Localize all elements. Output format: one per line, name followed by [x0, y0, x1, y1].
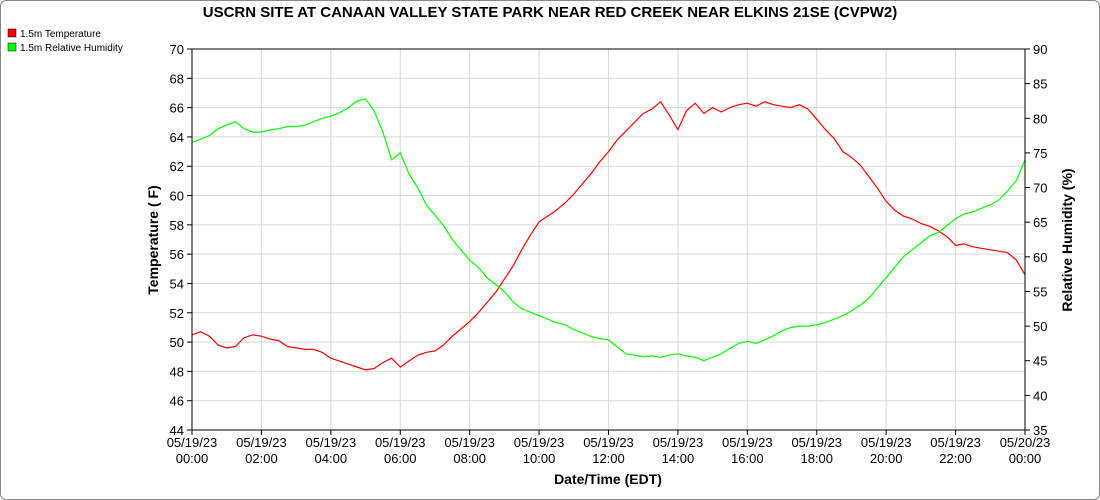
x-tick-date: 05/19/23: [583, 435, 634, 450]
x-tick-time: 08:00: [453, 451, 486, 466]
x-tick-date: 05/19/23: [375, 435, 426, 450]
right-tick-label: 40: [1033, 388, 1047, 403]
left-tick-label: 50: [170, 335, 184, 350]
left-tick-label: 58: [170, 218, 184, 233]
left-tick-label: 44: [170, 423, 184, 438]
left-tick-label: 48: [170, 364, 184, 379]
right-tick-label: 65: [1033, 215, 1047, 230]
x-tick-time: 00:00: [176, 451, 209, 466]
x-tick-date: 05/20/23: [1000, 435, 1051, 450]
series-line-humidity: [191, 98, 1026, 362]
right-tick-label: 45: [1033, 354, 1047, 369]
x-tick-time: 04:00: [315, 451, 348, 466]
x-tick-date: 05/19/23: [791, 435, 842, 450]
series-line-temperature: [191, 101, 1026, 371]
x-tick-time: 20:00: [870, 451, 903, 466]
left-tick-label: 60: [170, 189, 184, 204]
x-axis: 05/19/2300:0005/19/2302:0005/19/2304:000…: [167, 430, 1051, 466]
chart-title: USCRN SITE AT CANAAN VALLEY STATE PARK N…: [203, 4, 898, 21]
right-tick-label: 80: [1033, 111, 1047, 126]
x-tick-time: 00:00: [1009, 451, 1042, 466]
x-tick-time: 18:00: [800, 451, 833, 466]
left-tick-label: 52: [170, 306, 184, 321]
x-tick-date: 05/19/23: [444, 435, 495, 450]
series-layer: [191, 98, 1026, 371]
x-tick-date: 05/19/23: [930, 435, 981, 450]
legend-swatch-temperature: [7, 28, 17, 38]
legend-label-temperature: 1.5m Temperature: [20, 29, 101, 40]
left-tick-label: 70: [170, 42, 184, 57]
x-tick-time: 12:00: [592, 451, 625, 466]
x-tick-time: 14:00: [662, 451, 695, 466]
legend: 1.5m Temperature 1.5m Relative Humidity: [7, 28, 123, 54]
right-tick-label: 60: [1033, 250, 1047, 265]
right-axis: 35 40 45 50 55 60 65 70 75 80 85 90: [1025, 42, 1047, 438]
left-tick-label: 64: [170, 130, 184, 145]
x-tick-time: 22:00: [939, 451, 972, 466]
x-tick-date: 05/19/23: [236, 435, 287, 450]
right-tick-label: 85: [1033, 77, 1047, 92]
x-axis-label: Date/Time (EDT): [554, 471, 662, 487]
x-tick-time: 02:00: [245, 451, 278, 466]
right-tick-label: 75: [1033, 146, 1047, 161]
grid: [191, 48, 1026, 431]
x-tick-date: 05/19/23: [653, 435, 704, 450]
x-tick-date: 05/19/23: [167, 435, 218, 450]
right-tick-label: 70: [1033, 181, 1047, 196]
x-tick-date: 05/19/23: [514, 435, 565, 450]
left-axis: 44 46 48 50 52 54 56 58 60 62 64 66 68 70: [170, 42, 192, 438]
x-tick-time: 10:00: [523, 451, 556, 466]
left-tick-label: 66: [170, 101, 184, 116]
y-axis-left-label: Temperature ( F): [145, 185, 161, 294]
right-tick-label: 55: [1033, 284, 1047, 299]
x-tick-date: 05/19/23: [722, 435, 773, 450]
legend-label-humidity: 1.5m Relative Humidity: [20, 43, 123, 54]
left-tick-label: 56: [170, 247, 184, 262]
right-tick-label: 90: [1033, 42, 1047, 57]
left-tick-label: 54: [170, 276, 184, 291]
left-tick-label: 46: [170, 394, 184, 409]
x-tick-time: 16:00: [731, 451, 764, 466]
left-tick-label: 62: [170, 159, 184, 174]
x-tick-time: 06:00: [384, 451, 417, 466]
y-axis-right-label: Relative Humidity (%): [1059, 168, 1075, 311]
legend-swatch-humidity: [7, 42, 17, 52]
x-tick-date: 05/19/23: [861, 435, 912, 450]
x-tick-date: 05/19/23: [306, 435, 357, 450]
left-tick-label: 68: [170, 71, 184, 86]
right-tick-label: 35: [1033, 423, 1047, 438]
right-tick-label: 50: [1033, 319, 1047, 334]
